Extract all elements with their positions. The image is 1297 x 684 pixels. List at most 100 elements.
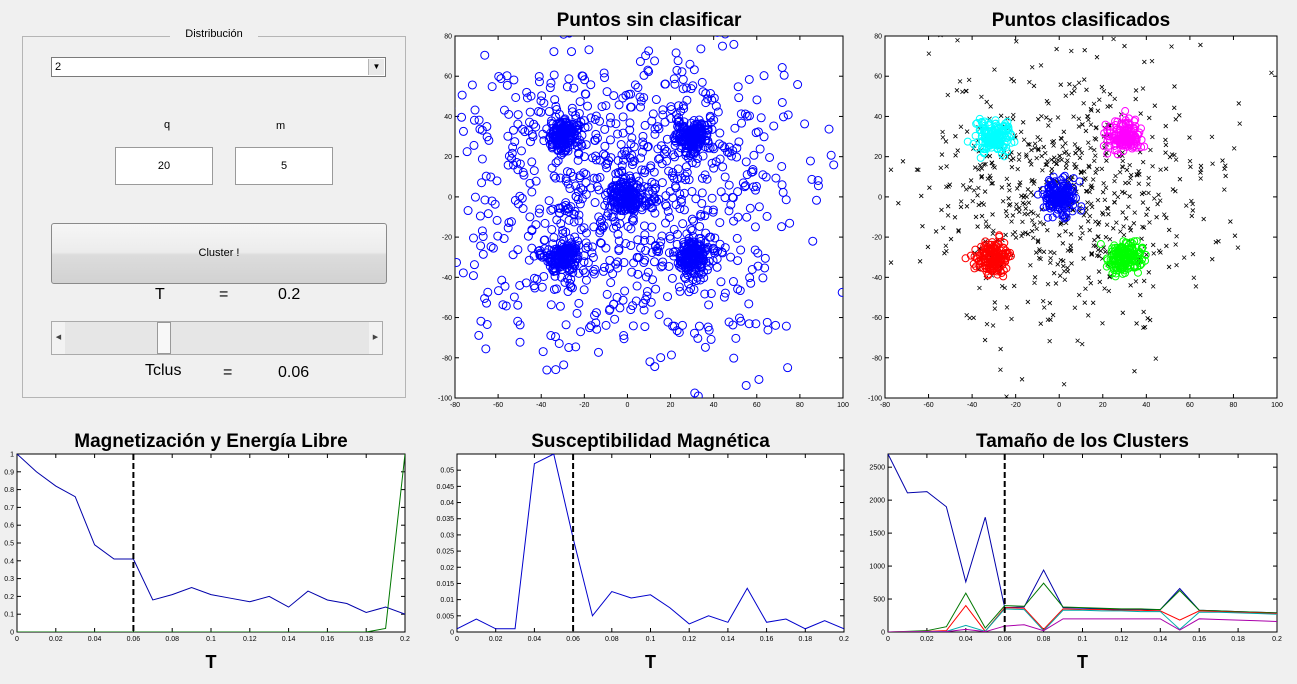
tclus-equals: =: [223, 364, 233, 381]
data-point: [504, 151, 514, 161]
slider-left-arrow-icon[interactable]: ◀: [52, 322, 65, 354]
y-tick-label: -20: [442, 235, 452, 242]
data-point: [688, 123, 698, 133]
data-point: [477, 154, 487, 164]
noise-point: [1093, 125, 1099, 131]
data-point: [510, 137, 520, 147]
data-point: [551, 332, 561, 342]
data-point: [509, 125, 519, 135]
data-point: [703, 94, 713, 104]
data-point: [552, 246, 562, 256]
cluster-size-marks: [888, 454, 1277, 632]
cluster-point: [1105, 136, 1114, 145]
data-point: [616, 140, 626, 150]
data-point: [754, 374, 764, 384]
slider-thumb[interactable]: [157, 322, 171, 354]
noise-point: [998, 154, 1004, 160]
data-point: [644, 186, 654, 196]
noise-point: [1154, 214, 1159, 220]
noise-point: [1083, 188, 1089, 194]
noise-point: [970, 198, 976, 204]
data-point: [554, 251, 564, 261]
data-point: [613, 129, 623, 139]
slider-right-arrow-icon[interactable]: ▶: [369, 322, 382, 354]
data-point: [564, 207, 574, 217]
data-point: [744, 299, 754, 309]
data-point: [632, 281, 642, 291]
t-slider[interactable]: ◀ ▶: [51, 321, 383, 355]
dropdown-arrow-icon[interactable]: ▼: [368, 59, 384, 75]
data-point: [736, 109, 746, 119]
data-point: [527, 187, 537, 197]
data-point: [697, 126, 707, 136]
noise-point: [1163, 215, 1169, 221]
data-point: [744, 74, 754, 84]
noise-point: [958, 124, 964, 130]
data-point: [571, 110, 581, 120]
noise-point: [1171, 105, 1177, 111]
noise-point: [1055, 115, 1061, 120]
susceptibility-marks: [457, 454, 844, 632]
noise-point: [1080, 230, 1085, 236]
noise-point: [1094, 166, 1100, 172]
noise-point: [1104, 150, 1109, 156]
data-point: [643, 182, 653, 192]
data-point: [588, 252, 598, 262]
data-point: [643, 267, 653, 277]
cluster-point: [1059, 173, 1068, 182]
cluster-point: [1119, 237, 1128, 246]
q-input[interactable]: 20: [115, 147, 213, 185]
m-label: m: [276, 120, 286, 132]
data-point: [707, 193, 717, 203]
noise-point: [1115, 194, 1121, 200]
noise-point: [1043, 162, 1049, 167]
data-point: [808, 236, 818, 246]
noise-point: [1134, 321, 1139, 326]
data-point: [618, 93, 628, 103]
cluster-point: [1118, 263, 1127, 272]
noise-point: [984, 321, 990, 327]
data-point: [679, 123, 689, 133]
data-point: [542, 365, 552, 375]
noise-point: [1045, 227, 1050, 233]
m-input[interactable]: 5: [235, 147, 333, 185]
data-point: [735, 286, 745, 296]
noise-point: [1028, 162, 1034, 167]
cluster-button[interactable]: Cluster !: [51, 223, 387, 284]
data-point: [599, 68, 609, 78]
noise-point: [1138, 111, 1143, 116]
cluster-point: [1054, 199, 1063, 208]
data-point: [567, 103, 577, 113]
y-tick-label: 80: [444, 34, 452, 41]
data-point: [579, 168, 589, 178]
noise-point: [1113, 173, 1118, 179]
data-point: [759, 132, 769, 142]
noise-point: [1063, 220, 1069, 226]
noise-point: [971, 188, 977, 193]
noise-point: [939, 207, 944, 213]
noise-point: [983, 219, 989, 224]
data-point: [617, 166, 627, 176]
magnetization-marks: [17, 454, 405, 632]
data-point: [455, 257, 462, 267]
noise-point: [918, 193, 924, 199]
data-point: [561, 176, 571, 186]
x-tick-label: 20: [667, 402, 675, 409]
data-point: [590, 264, 600, 274]
distribution-select[interactable]: 2 ▼: [51, 57, 386, 77]
data-point: [508, 250, 518, 260]
cluster-point: [999, 266, 1008, 275]
data-point: [675, 286, 685, 296]
noise-point: [1173, 242, 1178, 247]
data-point: [627, 267, 637, 277]
data-point: [674, 116, 684, 126]
noise-point: [1136, 168, 1141, 174]
data-point: [611, 259, 621, 269]
cluster-point: [1129, 126, 1138, 135]
noise-point: [1036, 147, 1041, 153]
data-point: [778, 112, 788, 122]
magnetization-xlabel: T: [206, 652, 217, 672]
x-tick-label: 0.1: [646, 636, 656, 643]
noise-point: [1088, 145, 1093, 151]
noise-point: [1010, 116, 1016, 122]
